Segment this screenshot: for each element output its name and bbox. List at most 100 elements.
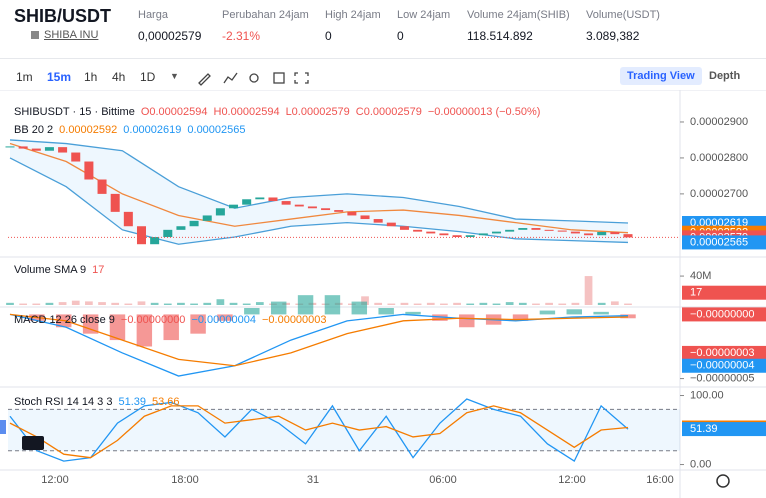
candle bbox=[584, 233, 594, 236]
volume-bar bbox=[150, 302, 159, 305]
volume-bar bbox=[111, 302, 120, 305]
legend-text: Stoch RSI 14 14 3 3 bbox=[14, 396, 112, 408]
candle bbox=[334, 210, 344, 212]
candle bbox=[413, 229, 423, 232]
side-toggle[interactable] bbox=[0, 420, 6, 434]
candle bbox=[439, 233, 449, 236]
volume-bar bbox=[624, 303, 632, 305]
legend-text: −0.00000003 bbox=[262, 314, 327, 326]
candle bbox=[281, 201, 291, 205]
settings-button[interactable] bbox=[716, 474, 730, 488]
candle bbox=[597, 231, 607, 236]
stat: High 24jam 0 bbox=[325, 9, 381, 43]
macd-hist bbox=[163, 314, 179, 341]
pair: SHIB/USDT bbox=[14, 6, 112, 26]
indicator-line bbox=[9, 313, 629, 377]
stat-label: Harga bbox=[138, 9, 168, 21]
stat-label: High 24jam bbox=[325, 9, 381, 21]
volume-bar bbox=[85, 301, 93, 305]
indicator-line bbox=[9, 142, 629, 234]
macd-hist bbox=[136, 314, 153, 347]
interval[interactable]: 15m bbox=[47, 70, 72, 84]
macd-hist bbox=[217, 314, 233, 321]
volume-bar bbox=[163, 303, 172, 305]
y-tick-label: −0.00000005 bbox=[690, 372, 755, 384]
candle bbox=[202, 215, 212, 221]
legend-text: 0.00002619 bbox=[123, 124, 181, 136]
stat-value: 0 bbox=[325, 29, 332, 43]
candle bbox=[347, 211, 357, 216]
stat-label: Perubahan 24jam bbox=[222, 9, 309, 21]
volume-bar bbox=[479, 302, 488, 305]
view-tab[interactable]: Depth bbox=[709, 70, 741, 82]
legend-text: H0.00002594 bbox=[214, 106, 280, 118]
legend-text: Volume SMA 9 bbox=[14, 264, 86, 276]
volume-bar bbox=[58, 302, 67, 305]
stat: Low 24jam 0 bbox=[397, 9, 450, 43]
candle bbox=[360, 215, 370, 220]
tv-logo bbox=[22, 436, 44, 450]
volume-bar bbox=[203, 302, 212, 305]
dropdown-arrow[interactable]: ▼ bbox=[170, 71, 179, 81]
volume-bar bbox=[532, 303, 540, 305]
candle bbox=[110, 193, 120, 212]
legend-text: 51.39 bbox=[118, 396, 146, 408]
view-tab[interactable]: Trading View bbox=[620, 67, 702, 85]
volume-bar bbox=[584, 276, 593, 305]
price-badge bbox=[682, 422, 766, 437]
price-badge-label: 51.39 bbox=[690, 423, 718, 435]
volume-bar bbox=[242, 303, 251, 305]
market-header: SHIB/USDT SHIBA INU Harga 0,00002579 Perub… bbox=[0, 0, 766, 59]
volume-bar bbox=[545, 302, 553, 305]
macd-hist bbox=[82, 314, 99, 334]
stat: Harga 0,00002579 bbox=[138, 9, 201, 43]
candle bbox=[123, 211, 133, 227]
legend-text: −0.00000000 bbox=[121, 314, 186, 326]
candle bbox=[544, 229, 554, 231]
volume-bar bbox=[400, 302, 409, 305]
volume-bar bbox=[71, 300, 80, 305]
interval[interactable]: 4h bbox=[112, 70, 126, 84]
candle bbox=[44, 147, 54, 151]
legend-text: L0.00002579 bbox=[286, 106, 350, 118]
y-tick-label: 100.00 bbox=[690, 389, 724, 401]
candle bbox=[163, 229, 173, 238]
indicator-line bbox=[9, 139, 629, 224]
volume-bar bbox=[137, 301, 146, 305]
price-badge bbox=[682, 307, 766, 322]
macd-hist bbox=[270, 301, 287, 315]
volume-bar bbox=[255, 302, 264, 305]
candle bbox=[610, 231, 620, 235]
time-label: 12:00 bbox=[558, 474, 586, 486]
candle bbox=[321, 208, 331, 211]
candle bbox=[386, 222, 396, 227]
candle bbox=[268, 197, 278, 202]
volume-bar bbox=[413, 303, 422, 305]
token-link[interactable]: SHIBA INU bbox=[44, 29, 99, 41]
stat-label: Volume 24jam(SHIB) bbox=[467, 9, 570, 21]
candle bbox=[452, 235, 462, 238]
candle bbox=[623, 234, 633, 238]
candle bbox=[255, 197, 265, 200]
interval[interactable]: 1D bbox=[140, 70, 156, 84]
candle bbox=[531, 228, 541, 230]
candle bbox=[399, 226, 409, 230]
legend-text: 53.66 bbox=[152, 396, 180, 408]
volume-bar bbox=[597, 302, 606, 305]
volume-bar bbox=[466, 303, 475, 305]
price-badge-label: 0.00002565 bbox=[690, 236, 748, 248]
stat-value: -2.31% bbox=[222, 29, 261, 43]
indicator-line bbox=[9, 398, 629, 463]
price-badge-label: −0.00000000 bbox=[690, 308, 755, 320]
candle bbox=[426, 231, 436, 234]
interval[interactable]: 1m bbox=[16, 70, 33, 84]
volume-bar bbox=[518, 302, 527, 305]
tool-icons bbox=[198, 72, 309, 86]
macd-hist bbox=[378, 308, 394, 315]
interval[interactable]: 1h bbox=[84, 70, 98, 84]
volume-bar bbox=[571, 302, 580, 305]
macd-hist bbox=[405, 311, 421, 315]
volume-bar bbox=[387, 303, 396, 305]
band-fill bbox=[10, 139, 628, 245]
macd-hist bbox=[109, 314, 126, 341]
